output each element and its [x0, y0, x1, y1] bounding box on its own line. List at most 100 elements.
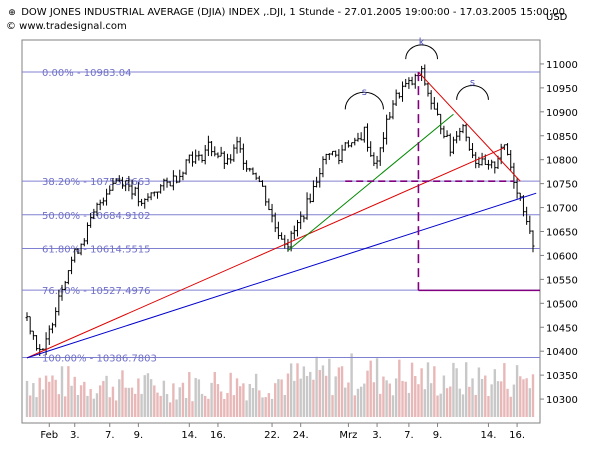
- volume-bar: [137, 378, 140, 417]
- volume-bar: [239, 386, 242, 417]
- volume-bar: [162, 380, 166, 417]
- y-tick-label: 10550: [546, 275, 578, 286]
- volume-bar: [248, 383, 251, 417]
- volume-bar: [340, 366, 344, 417]
- volume-bar: [204, 395, 207, 417]
- volume-bar: [525, 378, 528, 417]
- volume-bar: [331, 395, 334, 417]
- x-tick-label: 24.: [293, 430, 309, 441]
- volume-bar: [54, 379, 57, 417]
- x-tick-label: 14.: [480, 430, 496, 441]
- volume-bar: [258, 390, 261, 417]
- volume-bar: [229, 372, 232, 417]
- fib-level-label: 50.00% - 10684.9102: [42, 211, 151, 222]
- volume-bar: [414, 376, 417, 417]
- volume-bar: [127, 387, 131, 417]
- volume-bar: [305, 376, 309, 417]
- volume-bar: [519, 376, 522, 417]
- y-tick-label: 10800: [546, 156, 578, 167]
- volume-layer: [25, 353, 535, 417]
- volume-bar: [436, 395, 439, 417]
- volume-bar: [379, 393, 382, 417]
- volume-bar: [382, 376, 385, 417]
- volume-bar: [223, 398, 226, 417]
- volume-bar: [226, 392, 229, 417]
- volume-bar: [114, 400, 118, 417]
- volume-bar: [503, 363, 506, 417]
- volume-bar: [89, 389, 92, 417]
- y-tick-label: 10450: [546, 323, 578, 334]
- volume-bar: [455, 368, 458, 417]
- volume-bar: [528, 388, 532, 417]
- volume-bar: [254, 373, 258, 417]
- volume-bar: [385, 380, 388, 417]
- volume-bar: [175, 399, 178, 417]
- volume-bar: [197, 379, 201, 417]
- fib-level-label: 100.00% - 10386.7803: [42, 354, 157, 365]
- volume-bar: [32, 383, 35, 417]
- volume-bar: [487, 395, 490, 417]
- volume-bar: [232, 395, 236, 417]
- volume-bar: [274, 383, 277, 417]
- volume-bar: [359, 386, 363, 417]
- x-tick-label: 16.: [210, 430, 226, 441]
- volume-bar: [63, 396, 67, 417]
- volume-bar: [283, 394, 286, 417]
- trendline: [418, 71, 521, 182]
- volume-bar: [95, 393, 99, 417]
- x-axis: Feb 3. 7. 9. 14. 16. 22. 24. Mrz 3. 7. 9. 14. 16.: [40, 423, 525, 441]
- volume-bar: [296, 363, 299, 417]
- volume-bar: [452, 362, 455, 417]
- volume-bar: [468, 386, 471, 417]
- volume-bar: [480, 378, 484, 417]
- x-tick-label: 3.: [70, 430, 80, 441]
- volume-bar: [477, 367, 481, 417]
- volume-bar: [83, 381, 86, 417]
- volume-bar: [299, 378, 302, 417]
- volume-bar: [251, 388, 255, 417]
- volume-bar: [165, 394, 169, 417]
- y-tick-label: 10400: [546, 347, 578, 358]
- volume-bar: [121, 370, 124, 417]
- x-tick-label: Mrz: [339, 430, 357, 441]
- volume-bar: [111, 386, 115, 417]
- volume-bar: [191, 401, 194, 417]
- volume-bar: [474, 394, 477, 417]
- volume-bar: [219, 391, 223, 417]
- volume-bar: [267, 393, 271, 417]
- volume-bar: [461, 394, 465, 417]
- volume-bar: [353, 395, 356, 417]
- volume-bar: [388, 383, 391, 417]
- y-tick-label: 10650: [546, 228, 578, 239]
- volume-bar: [245, 400, 248, 417]
- volume-bar: [216, 384, 220, 417]
- x-tick-label: 7.: [105, 430, 115, 441]
- pattern-label: k: [419, 37, 425, 48]
- x-tick-label: 7.: [404, 430, 414, 441]
- fib-level-label: 0.00% - 10983.04: [42, 68, 131, 79]
- volume-bar: [149, 379, 153, 417]
- volume-bar: [401, 380, 404, 417]
- watermark-row: © www.tradesignal.com: [6, 20, 596, 33]
- volume-bar: [522, 379, 525, 417]
- y-tick-label: 10700: [546, 204, 578, 215]
- volume-bar: [309, 371, 312, 417]
- volume-bar: [493, 369, 497, 417]
- plot-frame: [21, 39, 541, 424]
- volume-bar: [506, 388, 509, 417]
- volume-bar: [270, 398, 274, 417]
- volume-bar: [471, 378, 474, 417]
- volume-bar: [372, 382, 376, 417]
- volume-bar: [92, 398, 96, 417]
- volume-bar: [347, 382, 350, 417]
- annotations-layer: s k s: [344, 37, 489, 110]
- watermark-text: © www.tradesignal.com: [6, 21, 127, 32]
- volume-bar: [512, 384, 516, 417]
- volume-bar: [324, 375, 328, 417]
- volume-bar: [102, 380, 105, 417]
- volume-bar: [439, 393, 442, 417]
- volume-bar: [98, 385, 102, 417]
- volume-bar: [449, 386, 452, 417]
- volume-bar: [321, 365, 325, 417]
